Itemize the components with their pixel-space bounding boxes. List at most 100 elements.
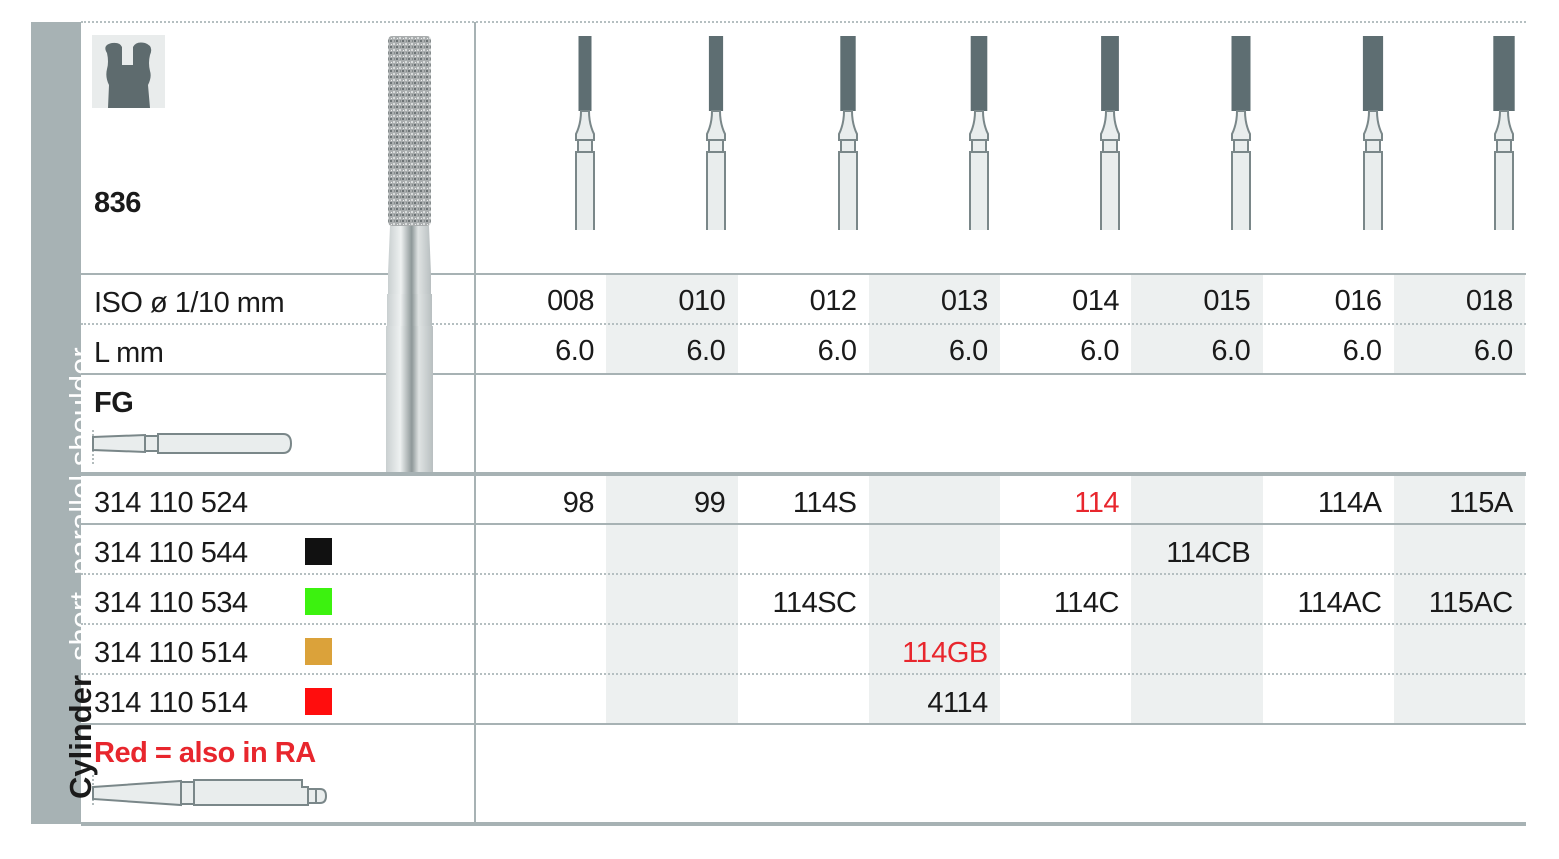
packaging-color-swatch [305, 688, 332, 715]
column-shading [1393, 476, 1526, 724]
iso-size-value: 008 [475, 276, 606, 326]
reference-number: 114 [1074, 487, 1119, 519]
packaging-color-swatch [305, 538, 332, 565]
column-divider [474, 22, 476, 824]
reference-cell: 114C [1000, 578, 1131, 628]
reference-number: 114AC [1297, 587, 1382, 619]
reference-number: 114GB [902, 637, 988, 669]
reference-number: 4114 [927, 687, 988, 719]
reference-cell: 114GB [869, 628, 1000, 678]
packaging-color-swatch [305, 588, 332, 615]
article-code: 314 110 534 [94, 587, 248, 619]
iso-size-value: 010 [606, 276, 737, 326]
divider [81, 323, 1526, 325]
reference-number: 114SC [772, 587, 857, 619]
article-code: 314 110 524 [94, 487, 248, 519]
iso-text: 014 [1072, 285, 1119, 317]
reference-cell: 99 [606, 478, 737, 528]
reference-cell: 115AC [1394, 578, 1525, 628]
divider [81, 273, 1526, 275]
length-value: 6.0 [606, 326, 737, 376]
article-code: 314 110 514 [94, 687, 248, 719]
divider [81, 523, 1526, 525]
reference-cell: 114SC [738, 578, 869, 628]
iso-size-value: 018 [1394, 276, 1525, 326]
divider [81, 472, 1526, 476]
iso-size-value: 015 [1131, 276, 1262, 326]
reference-cell: 114S [738, 478, 869, 528]
length-value: 6.0 [1263, 326, 1394, 376]
bur-size-icon [1362, 36, 1383, 230]
length-text: 6.0 [1342, 335, 1382, 367]
iso-text: 012 [809, 285, 857, 317]
reference-number: 99 [693, 487, 726, 519]
length-value: 6.0 [475, 326, 606, 376]
article-code: 314 110 544 [94, 537, 248, 569]
top-border [81, 21, 1526, 23]
length-text: 6.0 [555, 335, 594, 367]
reference-cell: 114CB [1131, 528, 1262, 578]
bur-size-icon [706, 36, 727, 230]
divider [81, 573, 1526, 575]
iso-label: ISO ø 1/10 mm [94, 287, 285, 319]
length-value: 6.0 [869, 326, 1000, 376]
reference-number: 114A [1317, 487, 1382, 519]
bur-size-icon [1493, 36, 1515, 230]
column-shading [1131, 476, 1263, 724]
iso-text: 016 [1334, 285, 1382, 317]
diamond-cylinder-bur-image [384, 34, 434, 479]
iso-text: 010 [678, 285, 726, 317]
divider [81, 723, 1526, 725]
column-shading [606, 476, 738, 724]
iso-size-value: 016 [1263, 276, 1394, 326]
bur-size-icon [575, 36, 595, 230]
reference-number: 115A [1449, 487, 1513, 519]
bur-size-icon [968, 36, 989, 230]
iso-text: 015 [1203, 285, 1251, 317]
column-shading [868, 476, 1001, 724]
bur-size-icon [837, 36, 858, 230]
length-value: 6.0 [1394, 326, 1525, 376]
length-text: 6.0 [1211, 335, 1251, 367]
packaging-color-swatch [305, 638, 332, 665]
length-text: 6.0 [686, 335, 726, 367]
reference-number: 98 [562, 487, 595, 519]
length-value: 6.0 [1000, 326, 1131, 376]
iso-size-value: 012 [738, 276, 869, 326]
reference-cell: 114 [1000, 478, 1131, 528]
divider [81, 373, 1526, 375]
length-label: L mm [94, 337, 164, 369]
divider [81, 623, 1526, 625]
article-code: 314 110 514 [94, 637, 248, 669]
reference-number: 114C [1053, 587, 1120, 619]
length-text: 6.0 [1080, 335, 1119, 367]
length-text: 6.0 [1473, 335, 1513, 367]
category-sidebar: Cylindershort, parallel shoulder [31, 22, 98, 824]
shank-label: FG [94, 387, 134, 419]
fg-shank-icon [90, 430, 295, 471]
tooth-preparation-icon [92, 35, 165, 108]
iso-size-value: 013 [869, 276, 1000, 326]
divider [81, 673, 1526, 675]
reference-cell: 114AC [1263, 578, 1394, 628]
length-value: 6.0 [1131, 326, 1262, 376]
reference-number: 115AC [1428, 587, 1514, 619]
model-number: 836 [94, 187, 141, 219]
length-value: 6.0 [738, 326, 869, 376]
bur-size-icon [1100, 36, 1120, 230]
reference-cell: 115A [1394, 478, 1525, 528]
category-subtitle: short, parallel shoulder [63, 347, 98, 661]
iso-size-value: 014 [1000, 276, 1131, 326]
bur-size-icon [1231, 36, 1252, 230]
legend-note: Red = also in RA [94, 737, 316, 769]
length-text: 6.0 [948, 335, 988, 367]
reference-number: 114CB [1166, 537, 1251, 569]
length-text: 6.0 [817, 335, 857, 367]
reference-number: 114S [792, 487, 857, 519]
reference-cell: 114A [1263, 478, 1394, 528]
iso-text: 013 [940, 285, 988, 317]
ra-shank-icon [90, 775, 330, 816]
reference-cell: 98 [475, 478, 606, 528]
reference-cell: 4114 [869, 678, 1000, 728]
iso-text: 008 [547, 285, 594, 317]
